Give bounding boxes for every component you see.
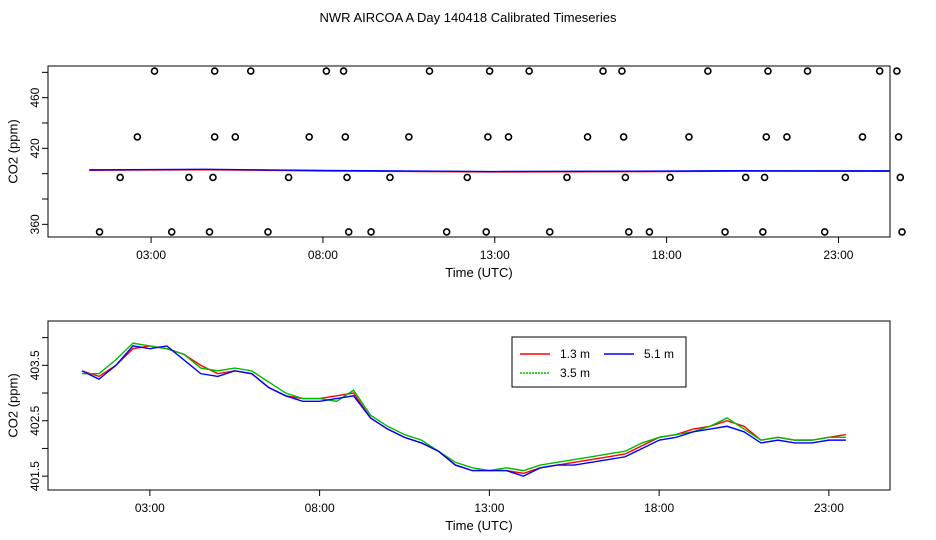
x-tick-label: 18:00 bbox=[644, 501, 674, 515]
scatter-point bbox=[341, 133, 350, 141]
scatter-point bbox=[583, 133, 592, 141]
scatter-point bbox=[759, 228, 767, 236]
scatter-point bbox=[893, 67, 901, 75]
scatter-point bbox=[463, 173, 472, 182]
scatter-point bbox=[783, 133, 791, 141]
scatter-point bbox=[246, 67, 255, 75]
scatter-point bbox=[760, 173, 769, 182]
scatter-point bbox=[625, 228, 633, 236]
scatter-point bbox=[545, 228, 554, 236]
scatter-point bbox=[484, 133, 492, 141]
scatter-point bbox=[485, 67, 494, 75]
scatter-point bbox=[386, 173, 394, 182]
scatter-point bbox=[133, 133, 142, 141]
x-axis-label: Time (UTC) bbox=[445, 265, 512, 280]
scatter-point bbox=[563, 173, 571, 182]
scatter-point bbox=[721, 228, 729, 236]
y-tick-label: 460 bbox=[28, 87, 42, 107]
x-tick-label: 03:00 bbox=[135, 501, 165, 515]
bottom-panel: 03:00 08:00 13:00 18:00 23:00 401.5 402.5 403.5… bbox=[5, 320, 891, 533]
scatter-point bbox=[645, 228, 654, 236]
scatter-point bbox=[210, 67, 219, 75]
scatter-point bbox=[95, 228, 104, 236]
x-tick-label: 08:00 bbox=[308, 248, 338, 262]
y-tick-label: 402.5 bbox=[28, 405, 42, 435]
scatter-point bbox=[343, 173, 351, 182]
x-axis-label: Time (UTC) bbox=[445, 518, 512, 533]
scatter-point bbox=[405, 133, 413, 141]
y-axis-label: CO2 (ppm) bbox=[5, 119, 20, 183]
scatter-point bbox=[482, 228, 490, 236]
baseline-trace-blue bbox=[89, 168, 891, 173]
scatter-point bbox=[803, 67, 812, 75]
x-tick-label: 23:00 bbox=[823, 248, 853, 262]
scatter-point bbox=[618, 67, 626, 75]
scatter-point bbox=[666, 173, 674, 182]
scatter-point bbox=[322, 67, 331, 75]
scatter-point bbox=[209, 173, 217, 182]
x-tick-label: 18:00 bbox=[652, 248, 682, 262]
plot-frame bbox=[47, 320, 891, 491]
scatter-point bbox=[116, 173, 124, 182]
y-tick-label: 360 bbox=[28, 214, 42, 234]
x-tick-label: 13:00 bbox=[480, 248, 510, 262]
y-tick-label: 401.5 bbox=[28, 461, 42, 491]
scatter-point bbox=[619, 133, 628, 141]
scatter-point bbox=[741, 173, 750, 182]
y-axis-label: CO2 (ppm) bbox=[5, 373, 20, 437]
scatter-point bbox=[150, 67, 159, 75]
legend-label: 5.1 m bbox=[644, 347, 674, 361]
scatter-point bbox=[525, 67, 533, 75]
scatter-point bbox=[599, 67, 607, 75]
scatter-point bbox=[425, 67, 434, 75]
scatter-point bbox=[305, 133, 313, 141]
legend-label: 3.5 m bbox=[560, 366, 590, 380]
legend-label: 1.3 m bbox=[560, 347, 590, 361]
scatter-point bbox=[504, 133, 513, 141]
x-tick-label: 13:00 bbox=[474, 501, 504, 515]
legend: 1.3 m 5.1 m 3.5 m bbox=[511, 336, 687, 388]
series-line-5-1-m bbox=[81, 345, 846, 477]
scatter-point bbox=[210, 133, 219, 141]
scatter-point bbox=[820, 228, 829, 236]
scatter-point bbox=[442, 228, 451, 236]
scatter-point bbox=[339, 67, 348, 75]
x-tick-label: 03:00 bbox=[136, 248, 166, 262]
scatter-point bbox=[621, 173, 630, 182]
scatter-point bbox=[704, 67, 712, 75]
scatter-point bbox=[231, 133, 240, 141]
scatter-point bbox=[896, 173, 905, 182]
plot-frame bbox=[47, 65, 891, 238]
scatter-point bbox=[762, 133, 771, 141]
legend-box bbox=[511, 336, 687, 388]
scatter-point bbox=[764, 67, 772, 75]
scatter-point bbox=[841, 173, 850, 182]
scatter-point bbox=[205, 228, 214, 236]
series-line-3-5-m bbox=[81, 342, 846, 472]
top-panel: 03:00 08:00 13:00 18:00 23:00 360 420 460 Time (… bbox=[5, 65, 906, 280]
scatter-point bbox=[185, 173, 193, 182]
scatter-point bbox=[367, 228, 375, 236]
scatter-point bbox=[344, 228, 353, 236]
x-tick-label: 23:00 bbox=[814, 501, 844, 515]
scatter-point bbox=[284, 173, 293, 182]
scatter-point bbox=[167, 228, 176, 236]
y-tick-label: 403.5 bbox=[28, 350, 42, 380]
y-tick-label: 420 bbox=[28, 138, 42, 158]
figure-title: NWR AIRCOA A Day 140418 Calibrated Times… bbox=[320, 10, 617, 25]
x-tick-label: 08:00 bbox=[305, 501, 335, 515]
scatter-point bbox=[875, 67, 884, 75]
scatter-point bbox=[685, 133, 693, 141]
scatter-point bbox=[858, 133, 867, 141]
scatter-point bbox=[894, 133, 903, 141]
scatter-point bbox=[264, 228, 272, 236]
scatter-point bbox=[898, 228, 906, 236]
